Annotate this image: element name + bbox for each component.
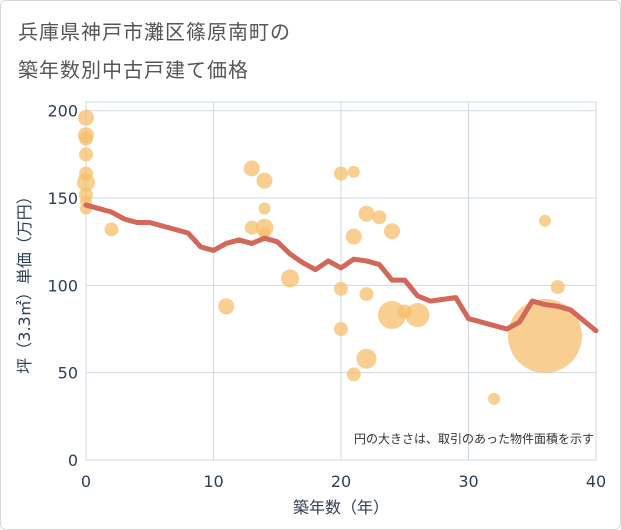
y-tick-label: 100 [47,276,78,295]
bubble-point [79,131,93,146]
bubble-point [345,228,362,245]
y-tick-label: 200 [47,102,78,121]
bubble-point [79,147,93,162]
y-tick-label: 50 [58,364,78,383]
bubble-point [258,226,271,239]
bubble-point [539,214,551,227]
bubble-point [334,166,348,181]
bubble-point [356,348,377,369]
x-tick-label: 30 [458,472,478,491]
bubble-point [488,392,500,405]
y-tick-label: 150 [47,189,78,208]
y-tick-labels: 0 50 100 150 200 [47,102,78,470]
bubble-point [372,210,387,225]
x-tick-label: 0 [81,472,91,491]
x-tick-label: 20 [331,472,351,491]
bubble-point [384,223,400,240]
bubble-point [104,222,119,237]
bubble-point [77,173,95,192]
bubble-point [347,165,360,178]
y-axis-label: 坪（3.3㎡）単価（万円） [15,188,34,373]
bubble-point [78,109,94,126]
x-tick-labels: 0 10 20 30 40 [81,472,606,491]
x-tick-label: 40 [586,472,606,491]
bubble-point [334,322,348,337]
y-tick-label: 0 [68,451,78,470]
bubble-point [256,172,273,189]
bubble-point [244,220,259,235]
chart-title-line2: 築年数別中古戸建て価格 [18,58,249,82]
bubble-point [218,298,235,315]
bubble-point [258,202,271,215]
trend-line [83,202,599,334]
x-axis-label: 築年数（年） [293,498,389,517]
chart-title-line1: 兵庫県神戸市灘区篠原南町の [18,20,291,44]
size-note: 円の大きさは、取引のあった物件面積を示す [354,431,594,446]
bubble-point [281,269,299,288]
bubble-point [346,367,361,382]
bubble-point [358,205,375,222]
bubble-point [405,303,430,328]
bubble-point [359,287,374,302]
bubble-point [334,281,348,296]
x-tick-label: 10 [203,472,223,491]
bubble-point [508,299,582,374]
gridlines [85,102,597,461]
bubble-point [550,280,565,295]
bubble-point [243,160,260,177]
